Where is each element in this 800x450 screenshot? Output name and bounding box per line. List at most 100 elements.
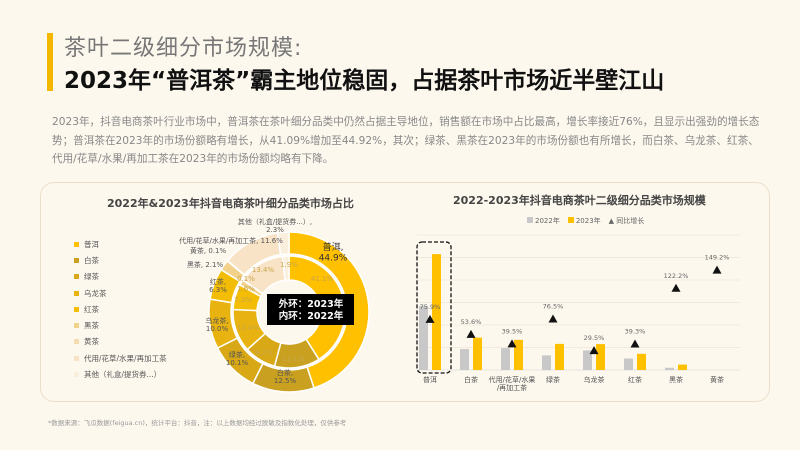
ring-legend-text: 内环：2022年: [279, 310, 344, 322]
legend-item: 乌龙茶: [74, 285, 167, 301]
growth-label: 39.3%: [625, 328, 646, 336]
donut-outer-slice: [276, 231, 290, 256]
bar-chart-title: 2022-2023年抖音电商茶叶二级细分品类市场规模: [453, 194, 706, 207]
bar-2023年: [596, 344, 605, 370]
outer-ring-label: 红茶, 6.3%: [209, 277, 227, 294]
growth-marker: [507, 339, 517, 348]
outer-ring-label: 白茶, 12.5%: [274, 368, 297, 385]
legend-swatch: [74, 306, 79, 312]
legend-item: 其他（礼盒/提货券...）: [74, 366, 167, 382]
highlight-box: [416, 241, 452, 374]
bar-2023年: [555, 343, 564, 370]
growth-marker: [466, 329, 476, 338]
x-tick-label: 绿茶: [546, 375, 560, 384]
inner-ring-label: 0.1%: [237, 275, 255, 283]
legend-item: 红茶: [74, 301, 167, 317]
bar-2023年: [514, 339, 523, 370]
legend-label: 黑茶: [84, 321, 99, 331]
legend-swatch: [74, 274, 79, 280]
inner-ring-label: 41.1%: [311, 275, 334, 283]
legend-item: 代用/花草/水果/再加工茶: [74, 350, 167, 366]
legend-swatch: [74, 355, 79, 361]
page-subtitle: 茶叶二级细分市场规模:: [64, 36, 303, 61]
legend-label: 绿茶: [84, 272, 99, 282]
donut-legend: 普洱白茶绿茶乌龙茶红茶黑茶黄茶代用/花草/水果/再加工茶 其他（礼盒/提货券...…: [74, 236, 167, 383]
legend-label: 普洱: [84, 239, 99, 249]
legend-swatch: [74, 290, 79, 296]
inner-ring-label: 1.9%: [280, 261, 298, 269]
legend-label: 其他（礼盒/提货券...）: [84, 370, 162, 380]
growth-marker: [671, 283, 681, 292]
legend-label: 黄茶: [84, 337, 99, 347]
title-accent-bar: [47, 33, 53, 91]
ring-legend-text: 外环：2023年: [278, 298, 344, 310]
description: 2023年，抖音电商茶叶行业市场中，普洱茶在茶叶细分品类中仍然占据主导地位，销售…: [52, 116, 760, 165]
bar-2023年: [678, 364, 687, 370]
bar-legend: 2022年 2023年 ▲ 同比增长: [527, 216, 644, 226]
growth-label: 76.5%: [543, 303, 564, 311]
inner-ring-label: 13.1%: [282, 355, 305, 363]
legend-item: 黄茶: [74, 334, 167, 350]
outer-ring-label: 黄茶, 0.1%: [190, 246, 227, 255]
donut-outer-slice: [288, 231, 370, 389]
inner-ring-label: 13.4%: [252, 266, 275, 274]
growth-label: 149.2%: [705, 254, 730, 262]
legend-swatch: [74, 257, 79, 263]
growth-label: 29.5%: [584, 334, 605, 342]
legend-item: 普洱: [74, 236, 167, 252]
bar-2022年: [542, 355, 551, 370]
bar-2023年: [473, 337, 482, 370]
legend-2022: 2022年: [527, 216, 560, 226]
growth-label: 53.6%: [461, 318, 482, 326]
growth-marker: [630, 339, 640, 348]
x-tick-label: 红茶: [628, 375, 642, 384]
bar-2022年: [460, 349, 469, 370]
outer-ring-label: 普洱, 44.9%: [319, 241, 348, 263]
x-tick-label: 普洱: [423, 375, 437, 384]
legend-2023: 2023年: [567, 216, 601, 226]
triangle-icon: ▲: [608, 217, 615, 225]
outer-ring-label: 乌龙茶, 10.0%: [205, 316, 228, 333]
donut-chart-title: 2022年&2023年抖音电商茶叶细分品类市场占比: [107, 197, 354, 210]
legend-item: 白茶: [74, 252, 167, 268]
legend-label: 代用/花草/水果/再加工茶: [84, 353, 167, 363]
growth-label: 75.9%: [420, 303, 441, 311]
inner-ring-label: 1.6%: [237, 285, 255, 293]
inner-ring-label: 12.4%: [237, 324, 260, 332]
growth-label: 39.5%: [502, 327, 523, 335]
legend-label: 红茶: [84, 304, 99, 314]
bar-2022年: [665, 367, 674, 370]
legend-item: 黑茶: [74, 317, 167, 333]
footer-source: *数据来源：飞瓜数据(feigua.cn)，统计平台：抖音，注：以上数据均经过脱…: [48, 419, 347, 427]
x-tick-label: 黑茶: [669, 375, 683, 384]
x-tick-label: 黄茶: [710, 375, 724, 384]
page-title: 2023年“普洱茶”霸主地位稳固，占据茶叶市场近半壁江山: [64, 68, 665, 94]
legend-growth: ▲ 同比增长: [608, 217, 645, 225]
x-tick-label: 白茶: [464, 375, 478, 384]
bar-2022年: [501, 348, 510, 370]
legend-label: 乌龙茶: [84, 288, 107, 298]
growth-label: 122.2%: [664, 272, 689, 280]
inner-ring-label: 9.2%: [255, 349, 273, 357]
legend-swatch: [74, 339, 79, 345]
growth-marker: [548, 314, 558, 323]
legend-swatch: [74, 372, 79, 378]
bar-2022年: [624, 358, 633, 370]
bar-2023年: [637, 353, 646, 370]
growth-marker: [589, 346, 599, 355]
donut-inner-slice: [288, 255, 346, 361]
bar-2022年: [419, 305, 428, 370]
chart-panel: [40, 182, 770, 402]
donut-inner-slice: [281, 255, 290, 282]
bar-2022年: [583, 350, 592, 370]
outer-ring-label: 绿茶, 10.1%: [226, 350, 249, 367]
legend-item: 绿茶: [74, 269, 167, 285]
growth-marker: [712, 265, 722, 274]
bar-2023年: [432, 254, 441, 370]
legend-swatch: [74, 241, 79, 247]
legend-label: 白茶: [84, 255, 99, 265]
inner-ring-label: 7.3%: [234, 296, 252, 304]
outer-ring-label: 黑茶, 2.1%: [187, 260, 224, 269]
outer-ring-label: 其他（礼盒/提货券...）, 2.3%: [238, 217, 312, 234]
